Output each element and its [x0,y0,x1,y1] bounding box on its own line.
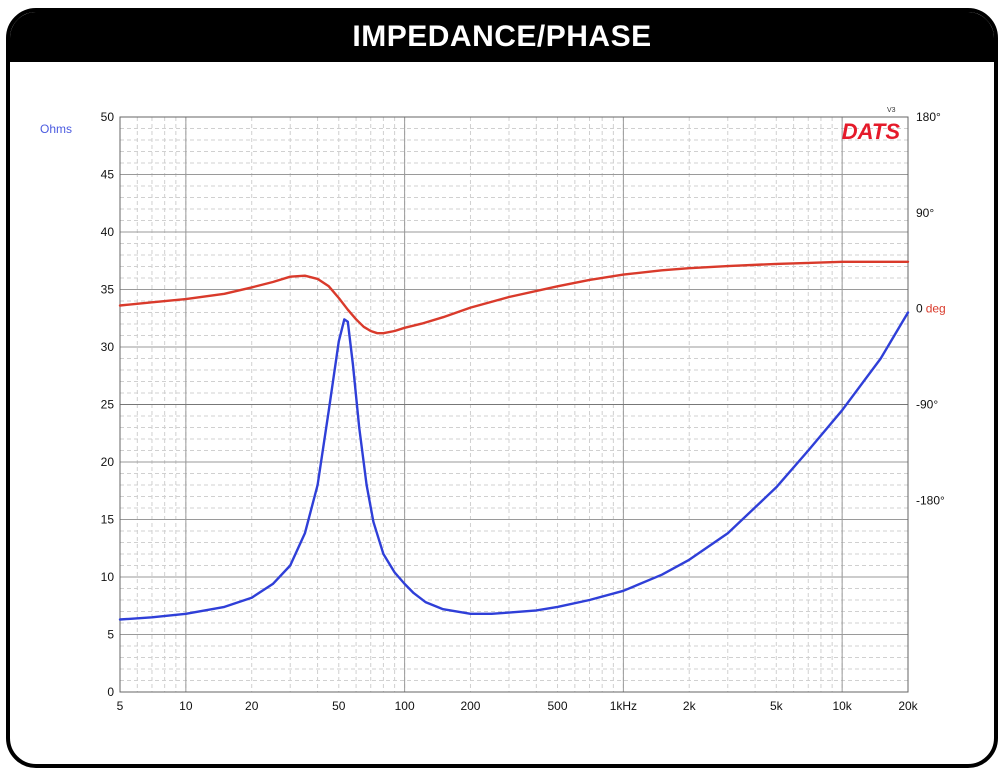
phase-series-line [118,260,910,335]
x-tick-label: 5 [117,699,124,713]
y-left-tick-label: 25 [101,398,115,412]
series-layer [118,260,910,621]
y-right-tick-label: 90° [916,206,934,220]
x-tick-labels: 5 10 20 50 100 200 500 1kHz 2k 5k 10k 20k [117,699,919,713]
right-tick-labels: 180° 90° 0 deg -90° -180° [916,110,946,507]
y-left-tick-label: 35 [101,283,115,297]
y-left-tick-label: 15 [101,513,115,527]
x-tick-label: 100 [395,699,415,713]
x-tick-label: 200 [460,699,480,713]
x-tick-label: 10k [832,699,852,713]
brand-version: V3 [887,107,896,114]
impedance-series-line [118,311,910,621]
chart-frame: IMPEDANCE/PHASE [6,8,998,768]
x-tick-label: 20 [245,699,259,713]
x-tick-label: 10 [179,699,193,713]
plot-border [119,116,909,693]
x-tick-label: 500 [548,699,568,713]
x-tick-label: 2k [683,699,697,713]
left-tick-labels: 0 5 10 15 20 25 30 35 40 45 50 [101,110,115,699]
y-right-tick-label: 180° [916,110,941,124]
y-right-tick-label: 0 deg [916,302,946,316]
y-left-tick-label: 40 [101,225,115,239]
x-tick-label: 20k [898,699,918,713]
y-left-tick-label: 30 [101,340,115,354]
y-left-tick-label: 50 [101,110,115,124]
y-right-tick-label: -90° [916,398,938,412]
x-tick-label: 5k [770,699,784,713]
phase-unit-label: deg [926,302,946,316]
major-grid [120,117,908,692]
y-left-tick-label: 0 [107,685,114,699]
chart-title: IMPEDANCE/PHASE [10,12,994,62]
x-tick-label: 50 [332,699,346,713]
brand-logo: DATS [842,119,901,144]
y-left-tick-label: 10 [101,570,115,584]
y-left-tick-label: 20 [101,455,115,469]
x-tick-label: 1kHz [610,699,637,713]
y-right-tick-label: -180° [916,493,945,507]
y-left-tick-label: 5 [107,628,114,642]
y-left-tick-label: 45 [101,168,115,182]
y-axis-label-ohms: Ohms [40,122,72,136]
